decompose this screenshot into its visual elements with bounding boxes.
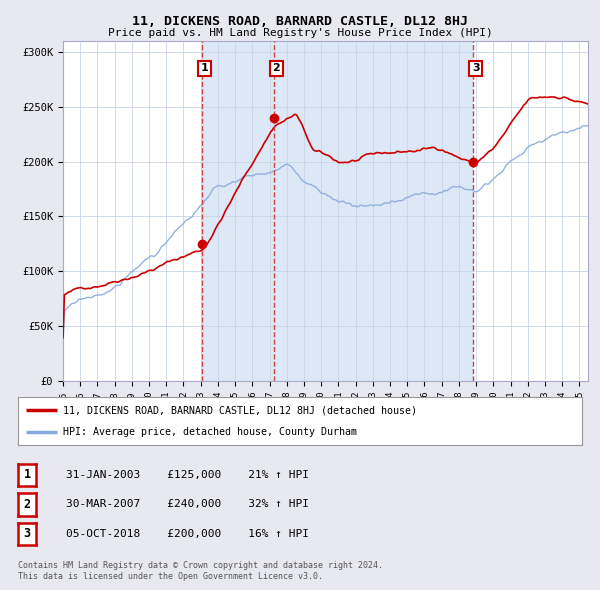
Bar — [202, 41, 274, 381]
Text: Contains HM Land Registry data © Crown copyright and database right 2024.: Contains HM Land Registry data © Crown c… — [18, 560, 383, 569]
Text: 11, DICKENS ROAD, BARNARD CASTLE, DL12 8HJ (detached house): 11, DICKENS ROAD, BARNARD CASTLE, DL12 8… — [63, 405, 417, 415]
Text: 30-MAR-2007    £240,000    32% ↑ HPI: 30-MAR-2007 £240,000 32% ↑ HPI — [66, 500, 309, 509]
Text: 3: 3 — [472, 64, 479, 73]
Text: 1: 1 — [201, 64, 209, 73]
Text: 31-JAN-2003    £125,000    21% ↑ HPI: 31-JAN-2003 £125,000 21% ↑ HPI — [66, 470, 309, 480]
Text: 11, DICKENS ROAD, BARNARD CASTLE, DL12 8HJ: 11, DICKENS ROAD, BARNARD CASTLE, DL12 8… — [132, 15, 468, 28]
Text: This data is licensed under the Open Government Licence v3.0.: This data is licensed under the Open Gov… — [18, 572, 323, 581]
Text: 05-OCT-2018    £200,000    16% ↑ HPI: 05-OCT-2018 £200,000 16% ↑ HPI — [66, 529, 309, 539]
Text: Price paid vs. HM Land Registry's House Price Index (HPI): Price paid vs. HM Land Registry's House … — [107, 28, 493, 38]
Text: 1: 1 — [23, 468, 31, 481]
Text: 2: 2 — [272, 64, 280, 73]
Text: 2: 2 — [23, 498, 31, 511]
Text: HPI: Average price, detached house, County Durham: HPI: Average price, detached house, Coun… — [63, 427, 357, 437]
Text: 3: 3 — [23, 527, 31, 540]
Bar — [274, 41, 473, 381]
